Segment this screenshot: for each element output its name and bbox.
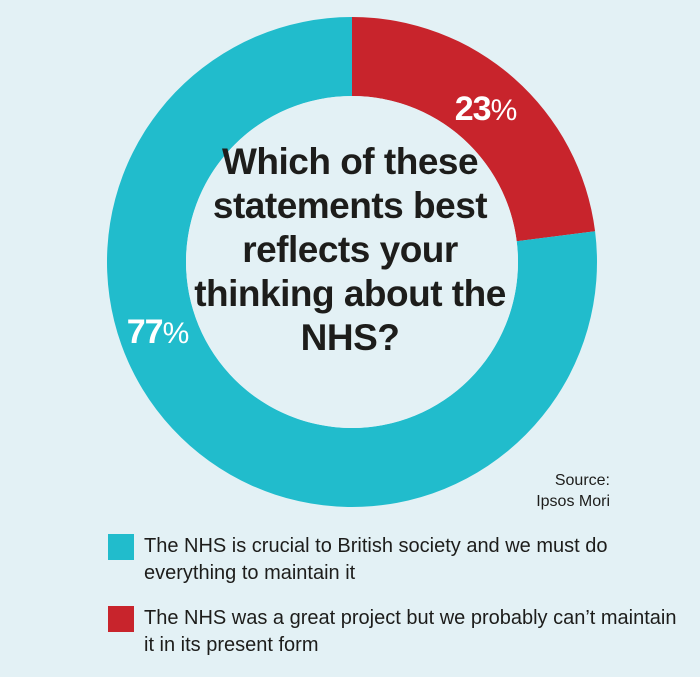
legend-swatch-cannot-maintain [108,606,134,632]
legend-item-cannot-maintain: The NHS was a great project but we proba… [108,605,688,659]
source-name: Ipsos Mori [536,493,610,510]
legend-label-crucial: The NHS is crucial to British society an… [144,535,608,584]
legend-swatch-crucial [108,534,134,560]
legend: The NHS is crucial to British society an… [108,533,688,677]
slice-crucial [107,17,598,507]
value-label-crucial: 77% [127,313,190,351]
source-note: Source: Ipsos Mori [536,470,610,512]
slice-cannot-maintain [352,17,596,242]
legend-label-cannot-maintain: The NHS was a great project but we proba… [144,607,677,656]
value-label-cannot-maintain: 23% [455,90,518,128]
legend-item-crucial: The NHS is crucial to British society an… [108,533,688,587]
source-heading: Source: [554,472,610,489]
donut-hole [186,96,518,428]
chart-title: Which of these statements best reflects … [194,141,506,358]
